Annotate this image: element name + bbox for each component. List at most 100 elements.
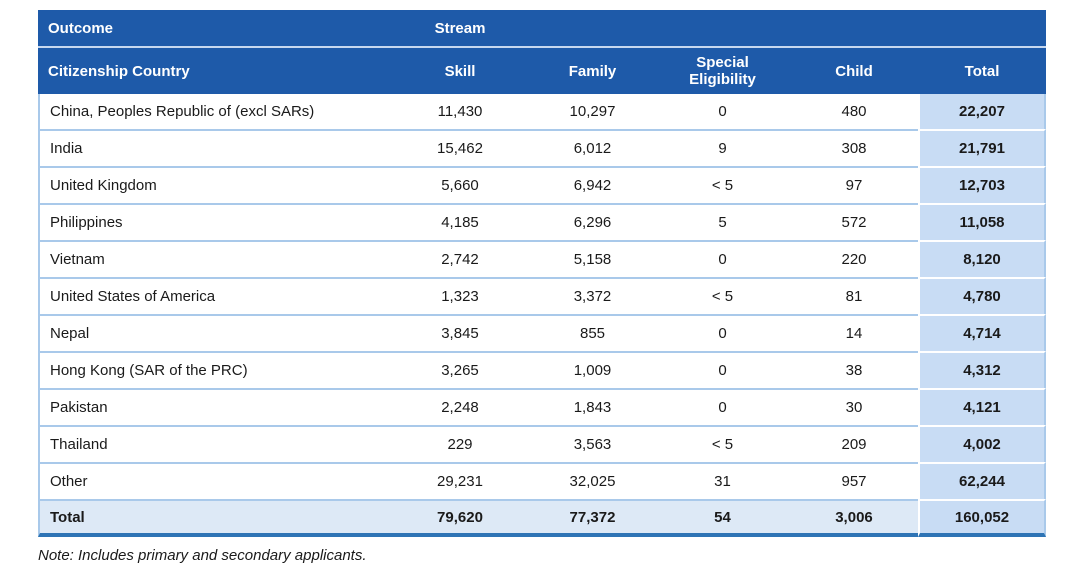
table-row: China, Peoples Republic of (excl SARs) 1… — [38, 94, 1046, 129]
child-cell: 81 — [790, 277, 918, 314]
family-cell: 3,372 — [530, 277, 655, 314]
column-header-special-eligibility: Special Eligibility — [655, 48, 790, 94]
skill-cell: 29,231 — [390, 462, 530, 499]
table-row: Thailand 229 3,563 < 5 209 4,002 — [38, 425, 1046, 462]
page: Outcome Stream Citizenship Country Skill… — [38, 10, 1046, 564]
special-eligibility-cell: 0 — [655, 94, 790, 129]
grand-total-row: Total 79,620 77,372 54 3,006 160,052 — [38, 499, 1046, 537]
country-cell: Nepal — [38, 314, 390, 351]
country-cell: Vietnam — [38, 240, 390, 277]
skill-cell: 1,323 — [390, 277, 530, 314]
outcome-group-header: Outcome — [38, 10, 390, 48]
table-row: Other 29,231 32,025 31 957 62,244 — [38, 462, 1046, 499]
special-eligibility-cell: 0 — [655, 240, 790, 277]
table-row: United Kingdom 5,660 6,942 < 5 97 12,703 — [38, 166, 1046, 203]
total-cell: 22,207 — [918, 94, 1046, 129]
child-cell: 308 — [790, 129, 918, 166]
skill-cell: 4,185 — [390, 203, 530, 240]
special-eligibility-cell: 5 — [655, 203, 790, 240]
skill-cell: 2,742 — [390, 240, 530, 277]
child-cell: 14 — [790, 314, 918, 351]
country-cell: China, Peoples Republic of (excl SARs) — [38, 94, 390, 129]
column-header-skill: Skill — [390, 48, 530, 94]
special-eligibility-cell: < 5 — [655, 166, 790, 203]
total-cell: 4,312 — [918, 351, 1046, 388]
column-header-total: Total — [918, 48, 1046, 94]
child-cell: 38 — [790, 351, 918, 388]
column-header-special-eligibility-label: Special Eligibility — [689, 53, 756, 88]
skill-cell: 11,430 — [390, 94, 530, 129]
skill-cell: 3,265 — [390, 351, 530, 388]
child-cell: 97 — [790, 166, 918, 203]
column-header-family: Family — [530, 48, 655, 94]
grand-total-cell: 160,052 — [918, 499, 1046, 537]
skill-total-cell: 79,620 — [390, 499, 530, 537]
table-row: Vietnam 2,742 5,158 0 220 8,120 — [38, 240, 1046, 277]
group-header-spacer — [530, 10, 655, 48]
total-cell: 4,714 — [918, 314, 1046, 351]
family-total-cell: 77,372 — [530, 499, 655, 537]
table-note: Note: Includes primary and secondary app… — [38, 547, 367, 564]
column-header-row: Citizenship Country Skill Family Special… — [38, 48, 1046, 94]
special-eligibility-cell: < 5 — [655, 277, 790, 314]
group-header-spacer — [655, 10, 790, 48]
skill-cell: 3,845 — [390, 314, 530, 351]
total-cell: 4,002 — [918, 425, 1046, 462]
table-body: China, Peoples Republic of (excl SARs) 1… — [38, 94, 1046, 537]
child-cell: 572 — [790, 203, 918, 240]
family-cell: 32,025 — [530, 462, 655, 499]
total-cell: 21,791 — [918, 129, 1046, 166]
special-eligibility-cell: 0 — [655, 388, 790, 425]
skill-cell: 15,462 — [390, 129, 530, 166]
skill-cell: 2,248 — [390, 388, 530, 425]
family-cell: 6,296 — [530, 203, 655, 240]
family-cell: 5,158 — [530, 240, 655, 277]
skill-cell: 5,660 — [390, 166, 530, 203]
special-eligibility-cell: < 5 — [655, 425, 790, 462]
table-row: Nepal 3,845 855 0 14 4,714 — [38, 314, 1046, 351]
family-cell: 855 — [530, 314, 655, 351]
country-cell: India — [38, 129, 390, 166]
table-row: Philippines 4,185 6,296 5 572 11,058 — [38, 203, 1046, 240]
country-cell: Hong Kong (SAR of the PRC) — [38, 351, 390, 388]
country-cell: Other — [38, 462, 390, 499]
special-eligibility-cell: 31 — [655, 462, 790, 499]
table-row: Hong Kong (SAR of the PRC) 3,265 1,009 0… — [38, 351, 1046, 388]
total-cell: 11,058 — [918, 203, 1046, 240]
family-cell: 6,012 — [530, 129, 655, 166]
country-cell: Thailand — [38, 425, 390, 462]
special-eligibility-cell: 0 — [655, 351, 790, 388]
group-header-row: Outcome Stream — [38, 10, 1046, 48]
column-header-child: Child — [790, 48, 918, 94]
citizenship-stream-table: Outcome Stream Citizenship Country Skill… — [38, 10, 1046, 537]
total-label-cell: Total — [38, 499, 390, 537]
country-cell: Philippines — [38, 203, 390, 240]
total-cell: 12,703 — [918, 166, 1046, 203]
child-cell: 957 — [790, 462, 918, 499]
family-cell: 1,009 — [530, 351, 655, 388]
stream-group-header: Stream — [390, 10, 530, 48]
table-header: Outcome Stream Citizenship Country Skill… — [38, 10, 1046, 94]
country-cell: Pakistan — [38, 388, 390, 425]
total-cell: 62,244 — [918, 462, 1046, 499]
child-cell: 220 — [790, 240, 918, 277]
special-eligibility-total-cell: 54 — [655, 499, 790, 537]
special-eligibility-cell: 0 — [655, 314, 790, 351]
family-cell: 3,563 — [530, 425, 655, 462]
table-row: Pakistan 2,248 1,843 0 30 4,121 — [38, 388, 1046, 425]
skill-cell: 229 — [390, 425, 530, 462]
table-row: India 15,462 6,012 9 308 21,791 — [38, 129, 1046, 166]
table-row: United States of America 1,323 3,372 < 5… — [38, 277, 1046, 314]
group-header-spacer — [790, 10, 918, 48]
total-cell: 8,120 — [918, 240, 1046, 277]
child-cell: 480 — [790, 94, 918, 129]
special-eligibility-cell: 9 — [655, 129, 790, 166]
country-cell: United States of America — [38, 277, 390, 314]
total-cell: 4,121 — [918, 388, 1046, 425]
family-cell: 10,297 — [530, 94, 655, 129]
country-cell: United Kingdom — [38, 166, 390, 203]
family-cell: 1,843 — [530, 388, 655, 425]
total-cell: 4,780 — [918, 277, 1046, 314]
child-cell: 209 — [790, 425, 918, 462]
group-header-spacer — [918, 10, 1046, 48]
